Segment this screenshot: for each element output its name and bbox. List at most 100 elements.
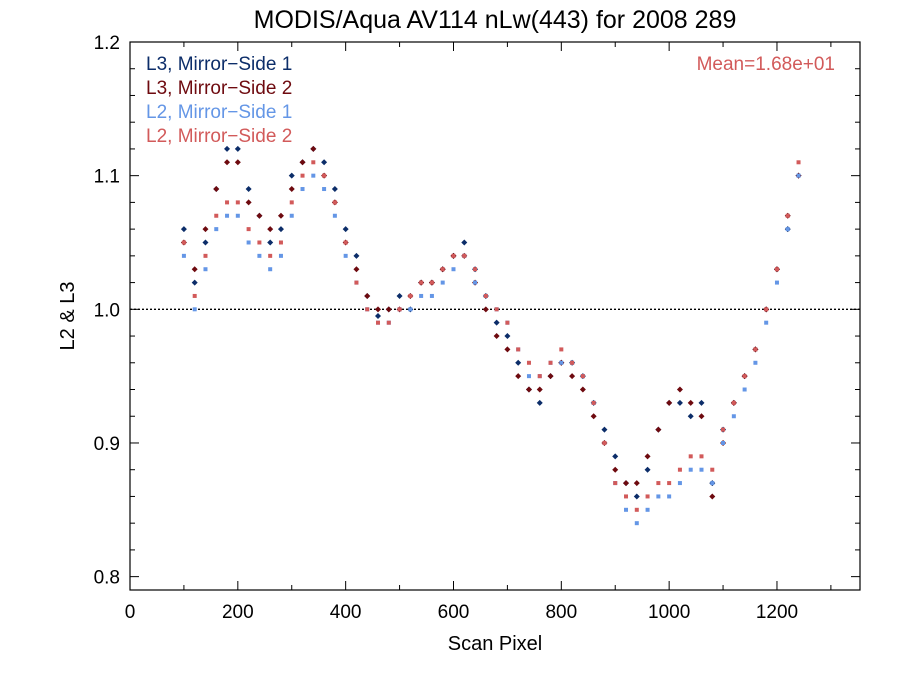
data-point: [710, 467, 715, 472]
data-point: [462, 253, 467, 258]
x-tick-label: 200: [222, 602, 254, 623]
data-point: [612, 466, 619, 473]
data-point: [721, 427, 726, 432]
data-point: [191, 266, 198, 273]
data-point: [796, 160, 801, 165]
data-point: [181, 240, 186, 245]
data-point: [536, 399, 543, 406]
legend-entry: L3, Mirror−Side 1: [146, 54, 292, 75]
data-point: [525, 386, 532, 393]
data-point: [343, 240, 348, 245]
data-point: [764, 320, 769, 325]
data-point: [505, 320, 510, 325]
data-point: [569, 373, 576, 380]
data-point: [633, 480, 640, 487]
data-point: [537, 374, 542, 379]
data-point: [224, 145, 231, 152]
data-point: [256, 212, 263, 219]
data-point: [601, 426, 608, 433]
data-point: [311, 173, 316, 178]
series-4: [181, 160, 801, 512]
x-tick-label: 1000: [648, 602, 690, 623]
legend: L3, Mirror−Side 1 L3, Mirror−Side 2 L2, Mi…: [146, 54, 292, 147]
data-point: [504, 333, 511, 340]
data-point: [536, 386, 543, 393]
data-point: [570, 360, 575, 365]
y-axis-label: L2 & L3: [57, 282, 79, 351]
data-point: [655, 426, 662, 433]
data-point: [774, 267, 779, 272]
data-point: [785, 227, 790, 232]
data-point: [623, 480, 630, 487]
data-point: [235, 200, 240, 205]
data-point: [267, 239, 274, 246]
data-point: [277, 226, 284, 233]
data-point: [515, 373, 522, 380]
data-point: [277, 212, 284, 219]
data-point: [203, 253, 208, 258]
data-point: [656, 481, 661, 486]
data-point: [440, 280, 445, 285]
data-point: [332, 213, 337, 218]
data-point: [288, 172, 295, 179]
data-point: [666, 399, 673, 406]
data-point: [246, 227, 251, 232]
series-3: [181, 173, 801, 526]
data-point: [579, 386, 586, 393]
mean-annotation: Mean=1.68e+01: [697, 54, 835, 75]
data-point: [353, 266, 360, 273]
data-point: [375, 313, 382, 319]
plot-area: 0 200 400 600 800 1000 1200 0.8 0.9 1.0 1.1 1.2 L3…: [94, 33, 861, 623]
y-tick-label: 0.8: [94, 568, 120, 589]
data-point: [322, 187, 327, 192]
data-point: [753, 360, 758, 365]
data-point: [590, 413, 597, 420]
data-point: [397, 307, 402, 312]
data-point: [731, 414, 736, 419]
data-point: [676, 399, 683, 406]
data-point: [493, 319, 500, 326]
data-point: [278, 253, 283, 258]
legend-entry: L2, Mirror−Side 2: [146, 126, 292, 147]
data-point: [203, 267, 208, 272]
data-point: [419, 293, 424, 298]
data-point: [353, 252, 360, 259]
data-point: [613, 481, 618, 486]
data-point: [676, 386, 683, 393]
data-point: [268, 253, 273, 258]
data-point: [419, 280, 424, 285]
data-point: [494, 307, 499, 312]
data-point: [364, 292, 371, 299]
data-point: [224, 159, 231, 166]
data-point: [375, 306, 382, 313]
data-point: [698, 399, 705, 406]
data-point: [493, 333, 500, 340]
data-point: [645, 507, 650, 512]
x-tick-label: 400: [330, 602, 362, 623]
data-point: [343, 253, 348, 258]
data-point: [602, 440, 607, 445]
data-point: [753, 347, 758, 352]
data-point: [289, 213, 294, 218]
data-point: [677, 481, 682, 486]
y-axis-ticks: 0.8 0.9 1.0 1.1 1.2: [94, 33, 860, 589]
data-point: [214, 227, 219, 232]
x-tick-label: 1200: [756, 602, 798, 623]
x-tick-label: 600: [438, 602, 470, 623]
data-point: [213, 186, 220, 193]
data-point: [246, 240, 251, 245]
data-point: [299, 159, 306, 166]
data-point: [764, 307, 769, 312]
data-point: [440, 267, 445, 272]
x-tick-label: 0: [125, 602, 136, 623]
data-point: [300, 187, 305, 192]
data-point: [483, 293, 488, 298]
data-point: [354, 280, 359, 285]
data-point: [408, 307, 413, 312]
data-point: [612, 453, 619, 460]
data-point: [580, 374, 585, 379]
data-point: [278, 240, 283, 245]
data-point: [516, 347, 521, 352]
data-point: [245, 199, 252, 206]
